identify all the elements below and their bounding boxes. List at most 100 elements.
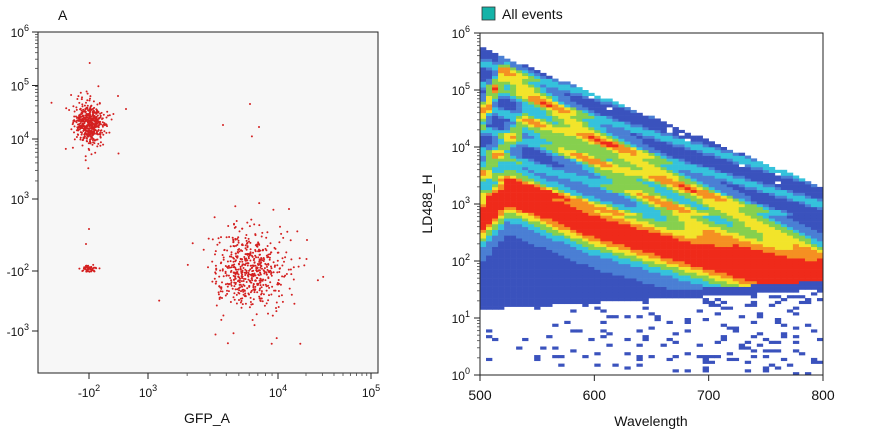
scatter-point: [258, 260, 261, 263]
heatmap-cell: [636, 221, 643, 225]
heatmap-cell: [612, 161, 619, 165]
heatmap-cell: [522, 229, 529, 233]
scatter-point: [268, 286, 271, 289]
scatter-point: [261, 259, 264, 262]
heatmap-cell: [504, 164, 511, 168]
heatmap-cell: [726, 201, 734, 205]
heatmap-cell: [654, 243, 661, 248]
heatmap-cell: [744, 229, 752, 233]
heatmap-cell: [510, 107, 517, 111]
heatmap-cell: [654, 169, 661, 173]
scatter-point: [95, 108, 98, 111]
heatmap-cell: [522, 90, 529, 94]
heatmap-cell: [660, 175, 667, 179]
heatmap-cell: [564, 141, 571, 145]
heatmap-cell: [642, 169, 649, 173]
heatmap-cell: [810, 261, 818, 265]
heatmap-cell: [492, 158, 499, 162]
heatmap-cell: [732, 172, 740, 176]
heatmap-cell: [750, 246, 758, 250]
heatmap-cell: [774, 201, 782, 205]
heatmap-cell: [522, 295, 529, 299]
heatmap-cell: [756, 201, 764, 205]
heatmap-cell: [570, 181, 577, 185]
heatmap-cell: [492, 152, 499, 156]
heatmap-cell: [510, 95, 517, 99]
scatter-point: [263, 304, 266, 307]
heatmap-cell: [774, 192, 782, 196]
heatmap-cell: [738, 223, 746, 228]
heatmap-cell: [600, 278, 607, 282]
scatter-point: [269, 281, 272, 284]
heatmap-cell: [504, 181, 511, 185]
scatter-point: [214, 253, 216, 256]
heatmap-cell: [678, 172, 685, 176]
heatmap-cell: [762, 206, 770, 210]
heatmap-cell: [708, 303, 715, 307]
heatmap-cell: [696, 155, 703, 159]
heatmap-cell: [498, 204, 505, 208]
heatmap-cell: [498, 55, 505, 59]
heatmap-cell: [594, 127, 601, 131]
heatmap-cell: [570, 178, 577, 182]
scatter-point: [89, 121, 92, 124]
heatmap-cell: [588, 286, 595, 290]
heatmap-cell: [696, 195, 703, 199]
heatmap-cell: [540, 280, 547, 285]
heatmap-cell: [642, 135, 649, 139]
heatmap-cell: [498, 306, 505, 310]
heatmap-cell: [654, 178, 661, 182]
heatmap-cell: [546, 206, 553, 210]
heatmap-cell: [486, 75, 493, 79]
heatmap-cell: [666, 292, 673, 296]
heatmap-cell: [492, 92, 499, 96]
heatmap-cell: [492, 195, 499, 199]
heatmap-cell: [762, 280, 770, 285]
heatmap-cell: [648, 280, 655, 285]
heatmap-cell: [804, 266, 812, 270]
heatmap-cell: [774, 195, 782, 199]
heatmap-cell: [546, 286, 553, 290]
heatmap-cell: [558, 132, 565, 136]
heatmap-cell: [540, 206, 547, 210]
heatmap-cell: [558, 275, 565, 279]
heatmap-cell: [660, 181, 667, 185]
heatmap-cell: [642, 243, 649, 248]
heatmap-cell: [546, 166, 553, 171]
heatmap-cell: [498, 75, 505, 79]
heatmap-cell: [774, 223, 782, 228]
heatmap-cell: [522, 161, 529, 165]
heatmap-cell: [540, 272, 547, 276]
heatmap-cell: [678, 218, 685, 222]
heatmap-cell: [606, 278, 613, 282]
heatmap-cell: [540, 121, 547, 125]
heatmap-cell: [786, 241, 794, 245]
heatmap-cell: [516, 303, 523, 307]
heatmap-cell: [774, 232, 782, 236]
heatmap-cell: [810, 223, 818, 228]
scatter-point: [202, 248, 205, 251]
scatter-point: [322, 275, 325, 278]
heatmap-cell: [576, 166, 583, 171]
heatmap-cell: [810, 286, 818, 290]
scatter-point: [213, 216, 216, 219]
heatmap-cell: [654, 152, 661, 156]
heatmap-cell: [654, 192, 661, 196]
heatmap-cell: [624, 315, 631, 319]
scatter-point: [73, 131, 75, 134]
heatmap-cell: [498, 218, 505, 222]
heatmap-cell: [534, 104, 541, 108]
heatmap-cell: [684, 169, 691, 173]
scatter-point: [78, 267, 81, 270]
scatter-point: [81, 103, 84, 106]
heatmap-cell: [756, 312, 764, 316]
heatmap-cell: [516, 161, 523, 165]
heatmap-cell: [606, 181, 613, 185]
heatmap-cell: [492, 306, 499, 310]
heatmap-cell: [774, 212, 782, 216]
heatmap-cell: [690, 269, 697, 273]
scatter-point: [276, 259, 279, 262]
heatmap-cell: [576, 292, 583, 296]
scatter-point: [286, 230, 289, 233]
heatmap-cell: [558, 289, 565, 293]
